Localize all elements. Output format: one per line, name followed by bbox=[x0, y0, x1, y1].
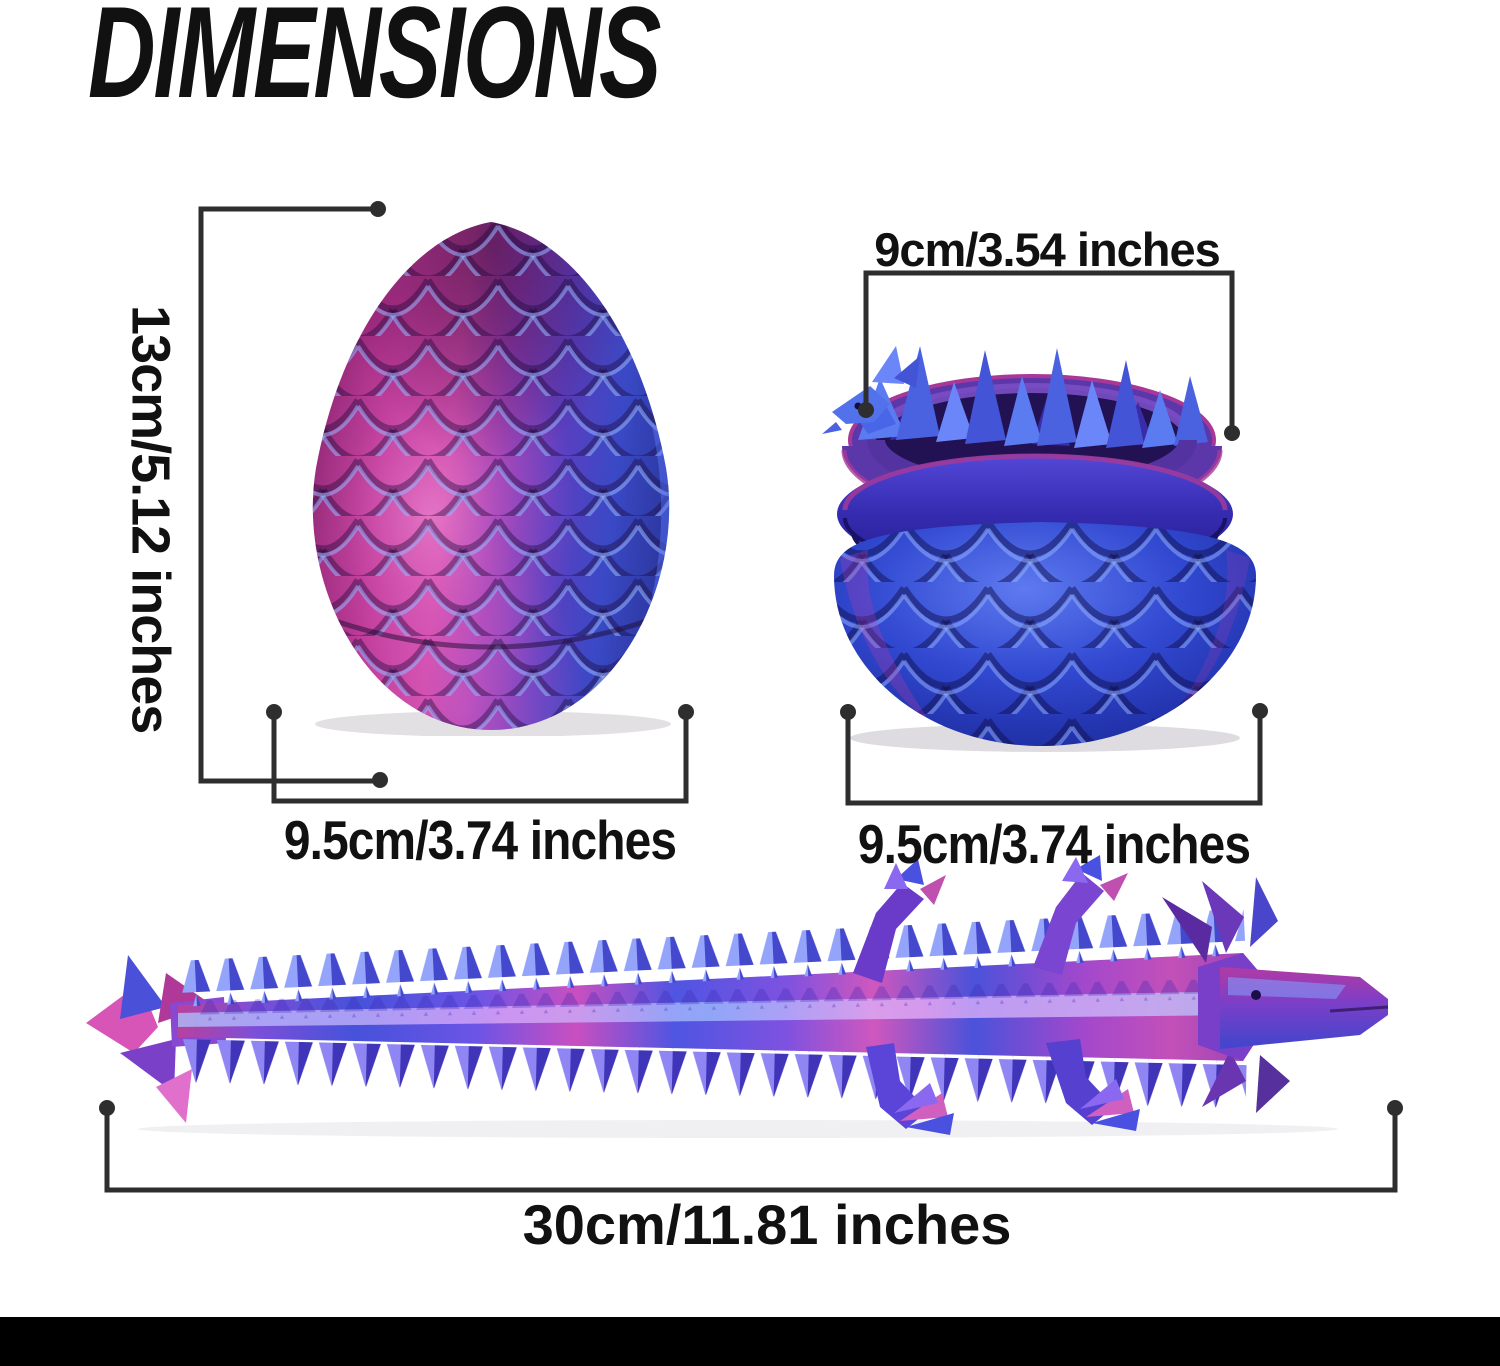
dragon-photo bbox=[86, 855, 1389, 1138]
dragon-eye bbox=[1251, 990, 1261, 1000]
dragon-body bbox=[178, 908, 1283, 1109]
dragon-in-egg bbox=[822, 346, 1208, 448]
egg-height-dimension bbox=[198, 201, 388, 788]
open-egg-width-dimension bbox=[840, 703, 1268, 806]
egg-seam bbox=[320, 613, 662, 650]
dragon-length-dimension bbox=[99, 1100, 1403, 1193]
egg-width-dimension bbox=[266, 704, 694, 804]
dragon-front-legs bbox=[1033, 855, 1140, 1131]
open-egg-photo bbox=[822, 346, 1256, 752]
dragon-hind-legs bbox=[853, 859, 954, 1135]
footer-bar bbox=[0, 1317, 1500, 1366]
open-egg-opening-dimension bbox=[858, 270, 1240, 441]
egg-width-label: 9.5cm/3.74 inches bbox=[283, 809, 677, 871]
dragon-length-label: 30cm/11.81 inches bbox=[522, 1193, 1012, 1256]
closed-egg-photo bbox=[312, 222, 671, 736]
open-egg bbox=[822, 346, 1256, 746]
page-title: DIMENSIONS bbox=[88, 0, 661, 125]
egg-height-label: 13cm/5.12 inches bbox=[120, 304, 181, 734]
open-egg-opening-label: 9cm/3.54 inches bbox=[874, 223, 1221, 276]
open-egg-width-label: 9.5cm/3.74 inches bbox=[857, 813, 1251, 875]
dragon-head bbox=[1162, 877, 1389, 1113]
